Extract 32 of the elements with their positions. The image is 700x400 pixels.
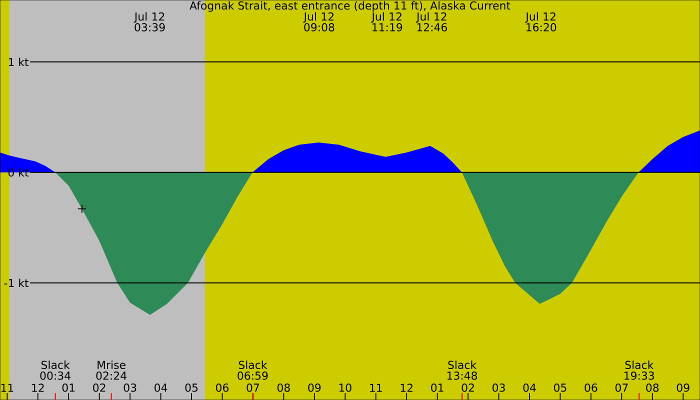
annotation: Jul 12 12:46 <box>416 12 447 32</box>
x-tick-label: 01 <box>62 384 75 392</box>
annotation: Jul 12 03:39 <box>134 12 165 32</box>
annotation: Jul 12 16:20 <box>525 12 556 32</box>
x-tick-label: 08 <box>277 384 290 392</box>
x-tick-label: 03 <box>492 384 505 392</box>
x-tick-label: 05 <box>185 384 198 392</box>
x-tick-label: 04 <box>154 384 168 392</box>
annotation: Slack 06:59 <box>238 360 268 380</box>
x-tick-label: 05 <box>554 384 566 392</box>
annotation: Slack 13:48 <box>447 360 478 380</box>
annotation: Slack 00:34 <box>40 360 70 380</box>
x-tick-label: 02 <box>462 384 474 392</box>
x-tick-label: 04 <box>523 384 536 392</box>
x-tick-label: 09 <box>308 384 321 392</box>
x-tick-label: 01 <box>431 384 444 392</box>
x-tick-label: 02 <box>93 384 106 392</box>
x-tick-label: 07 <box>246 384 259 392</box>
x-tick-label: 12 <box>400 384 412 392</box>
annotation: Jul 12 11:19 <box>371 12 402 32</box>
x-tick-label: 12 <box>32 384 44 392</box>
x-tick-label: 10 <box>339 384 352 392</box>
x-tick-label: 11 <box>370 384 382 392</box>
annotation: Slack 19:33 <box>624 360 654 380</box>
x-tick-label: 07 <box>615 384 628 392</box>
x-tick-label: 08 <box>646 384 659 392</box>
x-tick-label: 09 <box>676 384 690 392</box>
x-tick-label: 03 <box>124 384 136 392</box>
annotation: Mrise 02:24 <box>96 360 126 380</box>
annotation: Jul 12 09:08 <box>303 12 334 32</box>
x-tick-label: 06 <box>584 384 598 392</box>
x-tick-label: 06 <box>216 384 229 392</box>
